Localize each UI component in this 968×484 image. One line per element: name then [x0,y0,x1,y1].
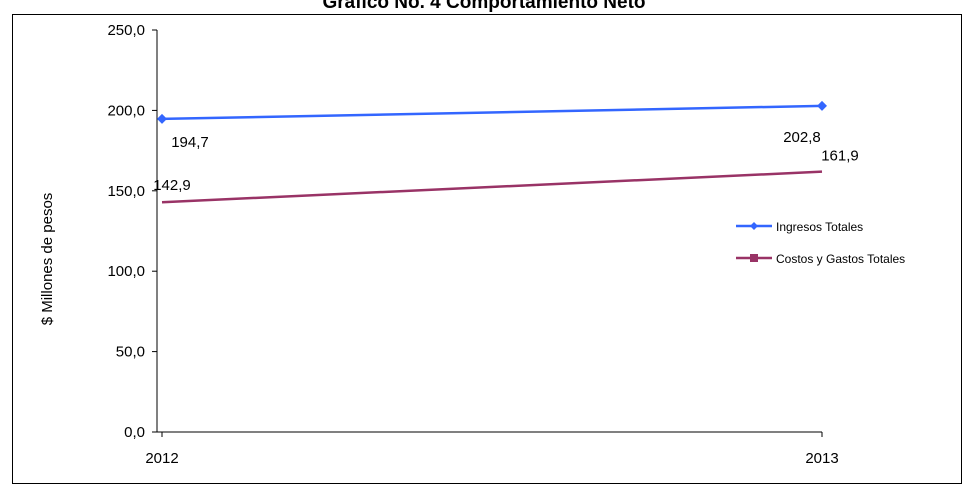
chart-title: Gráfico No. 4 Comportamiento Neto [322,0,646,13]
line-chart: 0,0 50,0 100,0 150,0 200,0 250,0 2012 2013 194,… [39,22,905,467]
data-label: 161,9 [821,148,859,165]
data-point [157,113,167,124]
y-axis-label: $ Millones de pesos [39,193,56,326]
y-tick-label: 50,0 [116,344,145,361]
axes: 0,0 50,0 100,0 150,0 200,0 250,0 2012 2013 [107,22,838,467]
y-tick-label: 150,0 [107,183,145,200]
y-tick-label: 200,0 [107,102,145,119]
legend-label: Ingresos Totales [776,220,863,234]
legend-label: Costos y Gastos Totales [776,252,905,266]
data-label: 194,7 [171,134,209,151]
data-point [817,100,827,111]
series-layer [157,100,827,204]
data-labels: 194,7 202,8 142,9 161,9 [153,129,859,194]
legend: Ingresos Totales Costos y Gastos Totales [736,220,905,266]
data-label: 202,8 [783,129,821,146]
x-tick-label: 2013 [805,450,838,467]
series-line [161,170,823,204]
y-tick-label: 0,0 [124,424,145,441]
series-line [161,104,823,121]
legend-marker [750,254,758,262]
legend-marker [750,222,758,230]
y-tick-label: 100,0 [107,263,145,280]
data-label: 142,9 [153,177,191,194]
x-tick-label: 2012 [145,450,178,467]
y-tick-label: 250,0 [107,22,145,39]
